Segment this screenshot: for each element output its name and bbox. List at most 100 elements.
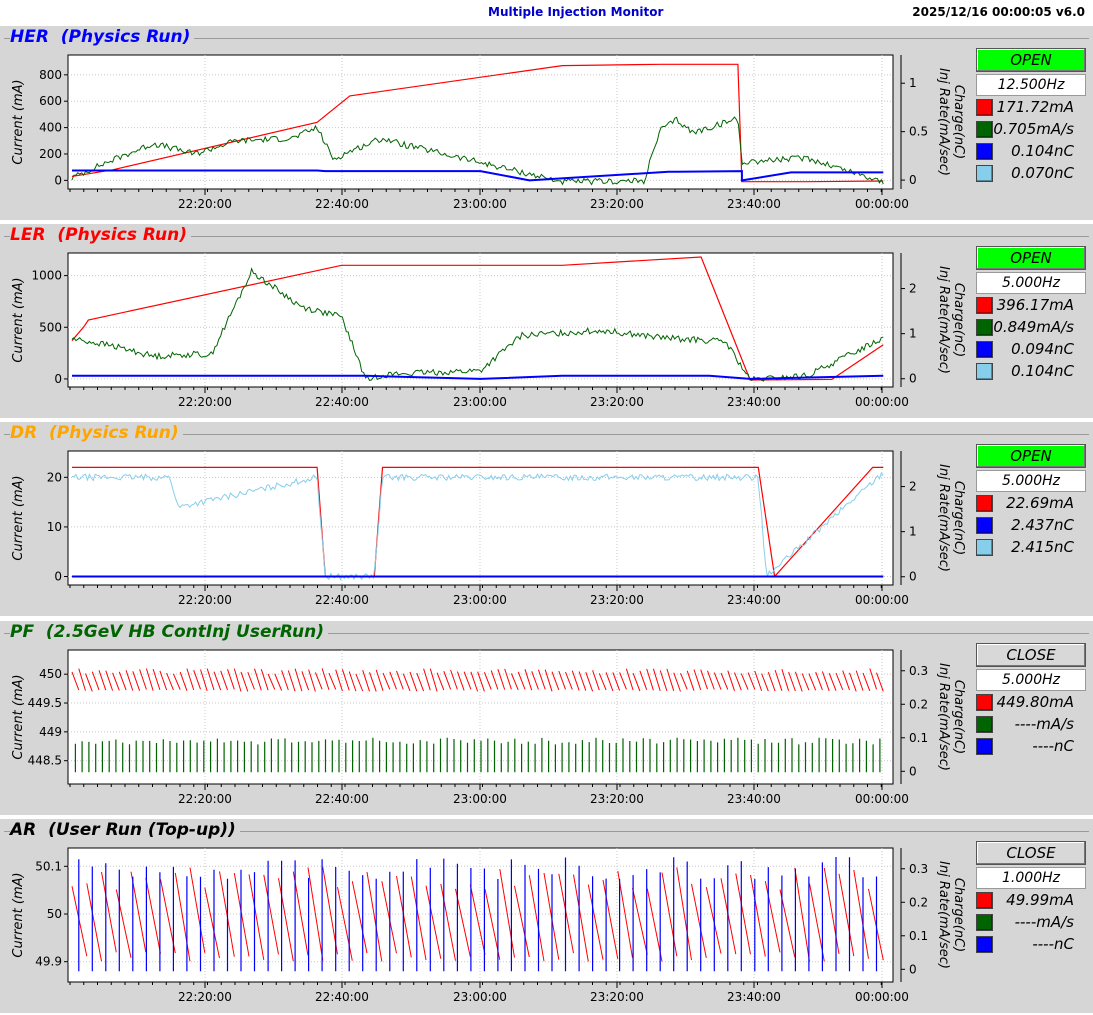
ring-name: HER	[10, 27, 49, 47]
x-tick-label: 23:20:00	[590, 990, 644, 1004]
panel-title: PF (2.5GeV HB ContInj UserRun)	[10, 622, 328, 642]
x-tick-label: 22:20:00	[178, 792, 232, 806]
y-tick-label: 449.5	[28, 696, 62, 710]
y2-tick-label: 2	[909, 282, 917, 296]
value-readout: 0.705mA/s	[993, 120, 1074, 138]
y-tick-label: 449	[39, 725, 62, 739]
value-row: 22.69mA	[976, 492, 1088, 514]
ring-name: PF	[10, 622, 35, 642]
y-tick-label: 450	[39, 667, 62, 681]
y-tick-label: 600	[39, 94, 62, 108]
x-tick-label: 22:20:00	[178, 593, 232, 607]
y2-tick-label: 0.3	[909, 862, 928, 876]
y-tick-label: 0	[54, 372, 62, 386]
y-tick-label: 400	[39, 121, 62, 135]
legend-swatch	[976, 363, 993, 380]
value-readout: 0.070nC	[1011, 164, 1074, 182]
y2-axis-label: Charge(nC)	[951, 283, 966, 357]
injection-frequency: 5.000Hz	[976, 669, 1086, 691]
value-row: 0.104nC	[976, 140, 1088, 162]
panel-pf: PF (2.5GeV HB ContInj UserRun) 448.5 449 44…	[0, 621, 1093, 815]
y2-axis-label: Charge(nC)	[951, 481, 966, 555]
value-readout: 49.99mA	[1006, 891, 1074, 909]
value-row: ----nC	[976, 933, 1088, 955]
x-tick-label: 23:00:00	[453, 792, 507, 806]
x-tick-label: 22:40:00	[315, 990, 369, 1004]
legend-swatch	[976, 738, 993, 755]
run-mode: (User Run (Top-up))	[36, 820, 236, 840]
y2-tick-label: 0	[909, 764, 917, 778]
legend-swatch	[976, 892, 993, 909]
status-sidebar: OPEN 5.000Hz 396.17mA 0.849mA/s 0.094nC 0.104…	[976, 246, 1088, 382]
gate-status-button[interactable]: OPEN	[976, 444, 1086, 468]
y2-tick-label: 0.1	[909, 731, 928, 745]
y2-tick-label: 0.1	[909, 929, 928, 943]
y2-tick-label: 0	[909, 372, 917, 386]
y-tick-label: 20	[47, 470, 62, 484]
y2-tick-label: 0.3	[909, 664, 928, 678]
run-mode: (Physics Run)	[37, 423, 179, 443]
value-row: ----mA/s	[976, 911, 1088, 933]
legend-swatch	[976, 165, 993, 182]
series-group	[71, 857, 884, 972]
value-readout: ----nC	[1032, 935, 1074, 953]
series-line	[72, 374, 884, 380]
x-tick-label: 23:20:00	[590, 792, 644, 806]
x-tick-label: 23:40:00	[727, 395, 781, 409]
value-readout: 449.80mA	[996, 693, 1074, 711]
y2-tick-label: 0	[909, 570, 917, 584]
gate-status-button[interactable]: CLOSE	[976, 841, 1086, 865]
run-mode: (2.5GeV HB ContInj UserRun)	[34, 622, 324, 642]
series-group	[71, 466, 884, 581]
gate-status-button[interactable]: OPEN	[976, 246, 1086, 270]
legend-swatch	[976, 716, 993, 733]
value-readout: 0.849mA/s	[993, 318, 1074, 336]
x-tick-label: 22:40:00	[315, 197, 369, 211]
y-tick-label: 448.5	[28, 754, 62, 768]
legend-swatch	[976, 143, 993, 160]
status-sidebar: OPEN 12.500Hz 171.72mA 0.705mA/s 0.104nC 0.07…	[976, 48, 1088, 184]
value-row: 0.705mA/s	[976, 118, 1088, 140]
y2-tick-label: 1	[909, 76, 917, 90]
y2-tick-label: 0.2	[909, 697, 928, 711]
value-readout: 2.415nC	[1011, 538, 1074, 556]
x-tick-label: 23:00:00	[453, 990, 507, 1004]
x-tick-label: 23:00:00	[453, 593, 507, 607]
y2-axis-label: Charge(nC)	[951, 85, 966, 159]
y2-tick-label: 2	[909, 480, 917, 494]
app-title: Multiple Injection Monitor	[488, 5, 664, 19]
legend-swatch	[976, 694, 993, 711]
panel-her: HER (Physics Run) 0 200 400 600 800 22:20:00 22…	[0, 26, 1093, 220]
legend-swatch	[976, 297, 993, 314]
value-readout: 22.69mA	[1006, 494, 1074, 512]
ring-name: AR	[10, 820, 37, 840]
panel-divider	[4, 38, 1089, 39]
legend-swatch	[976, 539, 993, 556]
gate-status-button[interactable]: OPEN	[976, 48, 1086, 72]
x-tick-label: 00:00:00	[855, 593, 909, 607]
y2-tick-label: 0	[909, 173, 917, 187]
x-tick-label: 22:40:00	[315, 395, 369, 409]
status-sidebar: CLOSE 5.000Hz 449.80mA ----mA/s ----nC	[976, 643, 1088, 757]
panel-title: AR (User Run (Top-up))	[10, 820, 240, 840]
header-bar: Multiple Injection Monitor 2025/12/16 00…	[0, 0, 1093, 26]
y2-tick-label: 1	[909, 525, 917, 539]
x-tick-label: 00:00:00	[855, 792, 909, 806]
y-axis-label: Current (mA)	[11, 475, 26, 560]
legend-swatch	[976, 495, 993, 512]
panel-ler: LER (Physics Run) 0 500 1000 22:20:00 22:40:0…	[0, 224, 1093, 418]
gate-status-button[interactable]: CLOSE	[976, 643, 1086, 667]
y-axis-label: Current (mA)	[11, 872, 26, 957]
ring-name: LER	[10, 225, 46, 245]
legend-swatch	[976, 936, 993, 953]
x-tick-label: 23:40:00	[727, 792, 781, 806]
y2-axis-label: Inj Rate(mA/sec)	[936, 861, 951, 969]
y-tick-label: 800	[39, 68, 62, 82]
y-tick-label: 0	[54, 570, 62, 584]
panel-title: DR (Physics Run)	[10, 423, 183, 443]
series-spikes	[78, 857, 878, 972]
value-row: 2.437nC	[976, 514, 1088, 536]
x-tick-label: 00:00:00	[855, 990, 909, 1004]
value-readout: 171.72mA	[996, 98, 1074, 116]
x-tick-label: 23:40:00	[727, 593, 781, 607]
